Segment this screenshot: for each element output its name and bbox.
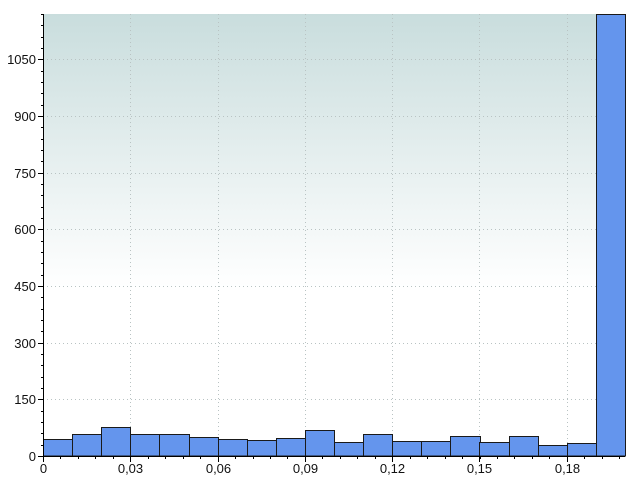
histogram-bar: [159, 434, 190, 457]
x-tick-label: 0,15: [467, 461, 492, 476]
y-tick-label: 900: [14, 109, 36, 124]
histogram-bar: [276, 438, 306, 457]
histogram-bar: [218, 439, 248, 457]
histogram-bar: [101, 427, 131, 457]
histogram-bar: [538, 445, 568, 457]
bar-layer: [43, 14, 626, 457]
y-tick-label: 450: [14, 279, 36, 294]
histogram-bar: [392, 441, 422, 457]
x-tick-label: 0,18: [555, 461, 580, 476]
histogram-bar: [130, 434, 160, 457]
x-tick-label: 0,06: [206, 461, 231, 476]
y-tick-label: 750: [14, 166, 36, 181]
y-tick-label: 600: [14, 222, 36, 237]
y-tick-label: 1050: [7, 52, 36, 67]
x-tick-label: 0,03: [118, 461, 143, 476]
y-tick-label: 300: [14, 336, 36, 351]
histogram-bar: [509, 436, 539, 457]
histogram-bar: [567, 443, 597, 457]
histogram-bar: [305, 430, 335, 457]
histogram-bar: [247, 440, 277, 457]
histogram-bar: [596, 14, 626, 457]
x-tick-label: 0,12: [380, 461, 405, 476]
grid-layer: [43, 14, 625, 456]
histogram-bar: [334, 442, 364, 457]
x-tick-label: 0: [40, 461, 47, 476]
histogram-bar: [363, 434, 393, 457]
histogram-bar: [43, 439, 73, 457]
histogram-bar: [479, 442, 510, 457]
histogram-bar: [421, 441, 451, 457]
plot-background: [43, 14, 625, 456]
tick-layer: 0 150 300 450 600 750 900 1050 0 0,03 0,06 0,09 0,12…: [7, 52, 580, 476]
x-tick-label: 0,09: [293, 461, 318, 476]
y-tick-label: 150: [14, 392, 36, 407]
histogram-bar: [189, 437, 219, 457]
y-tick-label: 0: [29, 449, 36, 464]
histogram-bar: [72, 434, 102, 457]
histogram-bar: [450, 436, 481, 457]
axis-layer: [38, 14, 625, 462]
